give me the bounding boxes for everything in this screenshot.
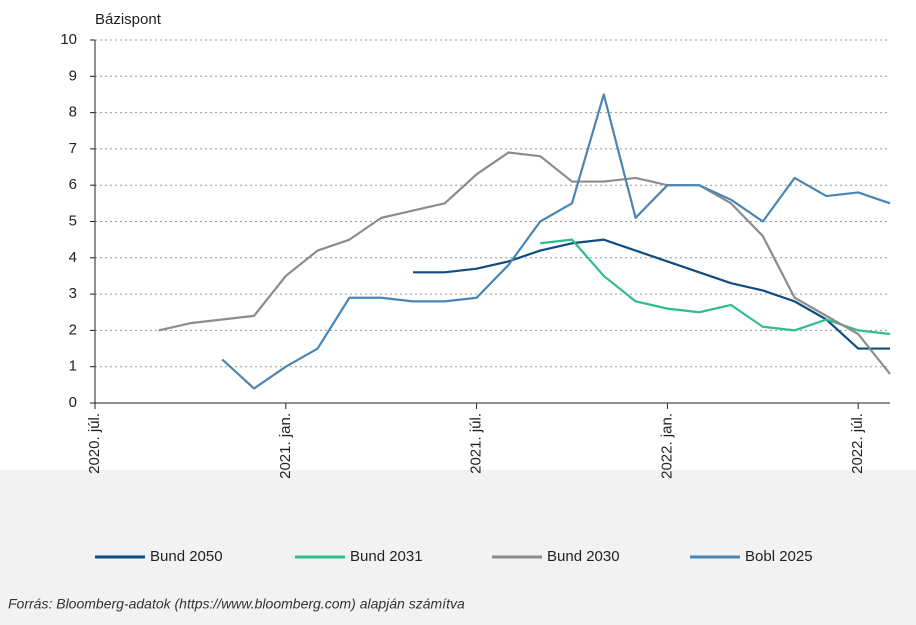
legend-label: Bobl 2025 — [745, 548, 813, 565]
y-tick-label: 4 — [69, 249, 77, 266]
plot-background — [0, 0, 916, 470]
y-tick-label: 0 — [69, 394, 77, 411]
x-tick-label: 2021. jan. — [277, 413, 294, 479]
legend-label: Bund 2030 — [547, 548, 620, 565]
x-tick-label: 2021. júl. — [468, 413, 485, 474]
series-line — [221, 93, 891, 390]
y-tick-label: 8 — [69, 104, 77, 121]
series-line — [413, 238, 890, 350]
y-tick-label: 1 — [69, 358, 77, 375]
y-tick-label: 6 — [69, 176, 77, 193]
y-tick-label: 10 — [60, 31, 77, 48]
y-tick-label: 3 — [69, 285, 77, 302]
source-note: Forrás: Bloomberg-adatok (https://www.bl… — [8, 596, 465, 612]
y-tick-label: 9 — [69, 67, 77, 84]
legend-label: Bund 2050 — [150, 548, 223, 565]
y-tick-label: 5 — [69, 212, 77, 229]
y-axis-label: Bázispont — [95, 11, 162, 28]
series-line — [540, 238, 891, 336]
y-tick-label: 7 — [69, 140, 77, 157]
legend-label: Bund 2031 — [350, 548, 423, 565]
x-tick-label: 2022. jan. — [658, 413, 675, 479]
series-line — [158, 151, 891, 375]
x-tick-label: 2020. júl. — [86, 413, 103, 474]
y-tick-label: 2 — [69, 321, 77, 338]
x-tick-label: 2022. júl. — [849, 413, 866, 474]
